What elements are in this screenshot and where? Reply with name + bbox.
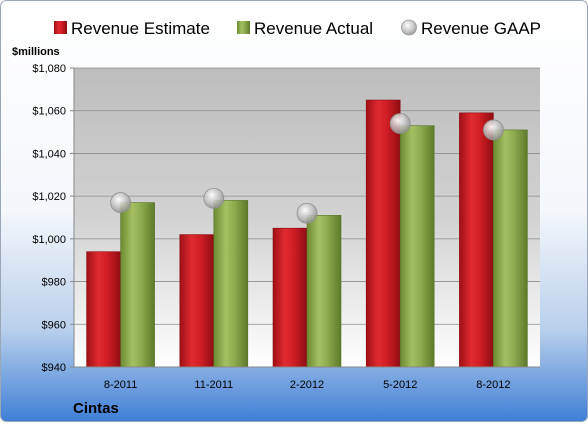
y-tick-label: $1,040 [32,148,66,160]
marker-revenue-gaap-2-2012 [296,202,318,224]
y-tick-label: $940 [42,362,66,374]
marker-revenue-gaap-11-2011 [203,187,225,209]
y-tick-label: $1,000 [32,234,66,246]
company-name: Cintas [73,400,119,417]
gaap-markers [110,113,504,224]
legend-item-gaap: Revenue GAAP [401,19,541,38]
marker-revenue-gaap-5-2012 [389,113,411,134]
bar-revenue-estimate-8-2012 [459,112,494,368]
y-tick-label: $1,080 [32,63,66,75]
y-axis-label: $millions [12,46,60,58]
legend-label-gaap: Revenue GAAP [421,19,541,38]
bar-revenue-actual-2-2012 [306,215,342,368]
legend-label-estimate: Revenue Estimate [71,19,210,38]
marker-revenue-gaap-8-2011 [110,192,131,213]
x-tick-labels: 8-2011 11-2011 2-2012 5-2012 8-2012 [104,379,511,391]
bar-revenue-actual-11-2011 [213,200,249,368]
marker-revenue-gaap-8-2012 [482,119,504,141]
y-tick-label: $1,020 [32,191,66,203]
legend-swatch-gaap [401,19,417,36]
y-tick-labels: $940 $960 $980 $1,000 $1,020 $1,040 $1,060 $1,0… [32,63,66,374]
legend: Revenue Estimate Revenue Actual Revenue … [54,19,541,38]
y-tick-label: $980 [42,277,66,289]
bar-revenue-actual-8-2011 [120,202,155,368]
y-tick-label: $960 [42,319,66,331]
bar-revenue-actual-5-2012 [399,125,435,368]
y-tick-label: $1,060 [32,106,66,118]
x-tick-label: 11-2011 [194,379,233,391]
x-tick-label: 8-2011 [104,379,137,391]
bar-revenue-actual-8-2012 [493,129,528,368]
legend-label-actual: Revenue Actual [254,19,373,38]
bars [86,99,528,368]
legend-item-estimate: Revenue Estimate [54,19,210,38]
legend-swatch-actual [237,21,250,34]
x-tick-label: 5-2012 [383,379,417,391]
bar-revenue-estimate-2-2012 [272,227,308,368]
bar-revenue-estimate-5-2012 [365,99,401,368]
legend-swatch-estimate [54,21,67,34]
x-tick-label: 2-2012 [290,379,324,391]
legend-item-actual: Revenue Actual [237,19,373,38]
bar-revenue-estimate-11-2011 [179,234,215,368]
x-tick-label: 8-2012 [476,379,510,391]
bar-revenue-estimate-8-2011 [86,251,121,368]
